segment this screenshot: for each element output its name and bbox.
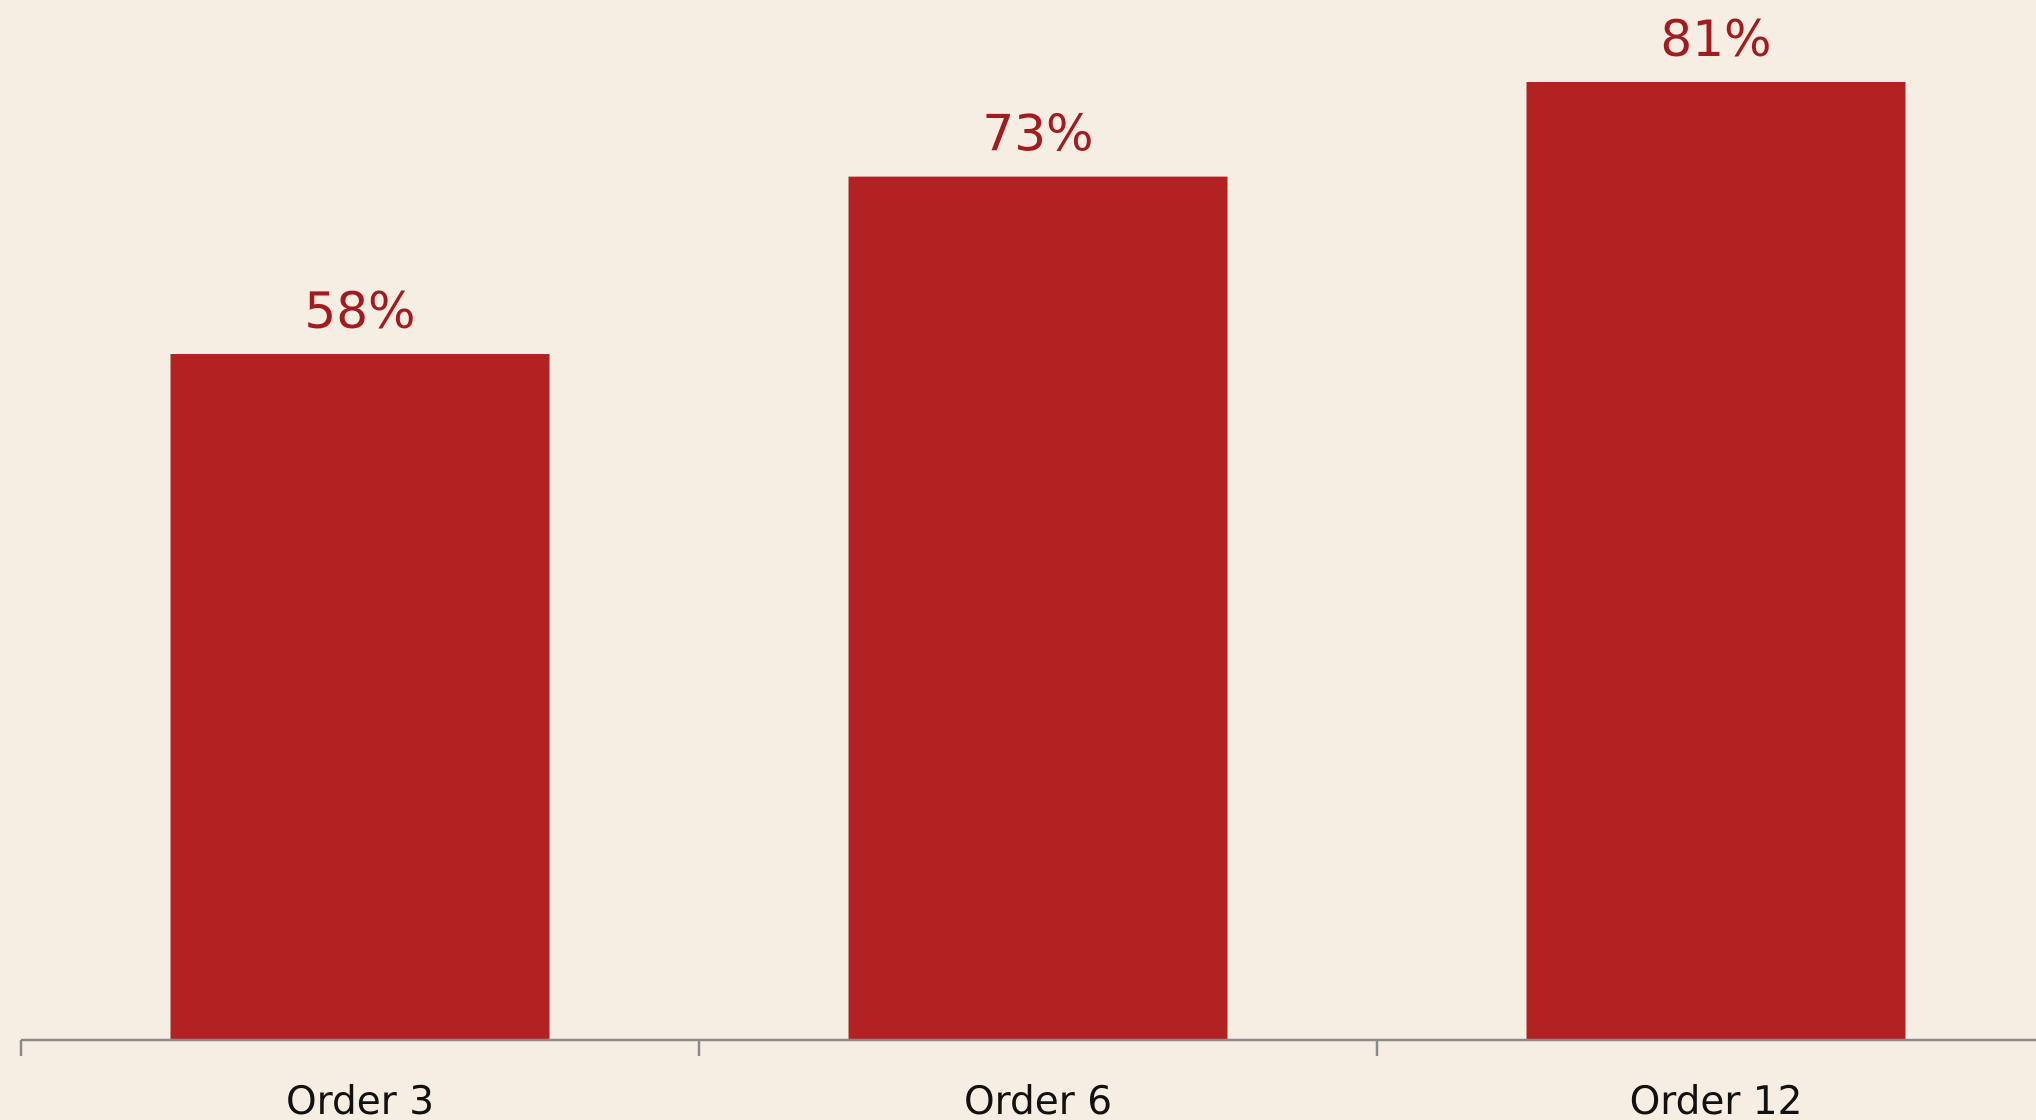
x-axis-tick-label: Order 3 bbox=[286, 1079, 434, 1120]
x-axis-tick-label: Order 6 bbox=[964, 1079, 1112, 1120]
data-label: 58% bbox=[304, 282, 415, 340]
bars-group bbox=[170, 82, 1906, 1041]
x-axis-tick-label: Order 12 bbox=[1630, 1079, 1803, 1120]
data-labels-group: 58% 73% 81% bbox=[304, 10, 1771, 340]
bar-order-12 bbox=[1526, 82, 1906, 1040]
x-axis-tick-labels: Order 3 Order 6 Order 12 bbox=[286, 1079, 1802, 1120]
x-axis-tick-marks bbox=[19, 1040, 1379, 1056]
bar-order-6 bbox=[848, 176, 1228, 1040]
data-label: 81% bbox=[1660, 10, 1771, 68]
x-axis: Order 3 Order 6 Order 12 bbox=[19, 1038, 2036, 1120]
data-label: 73% bbox=[982, 105, 1093, 163]
bar-order-3 bbox=[170, 354, 550, 1041]
